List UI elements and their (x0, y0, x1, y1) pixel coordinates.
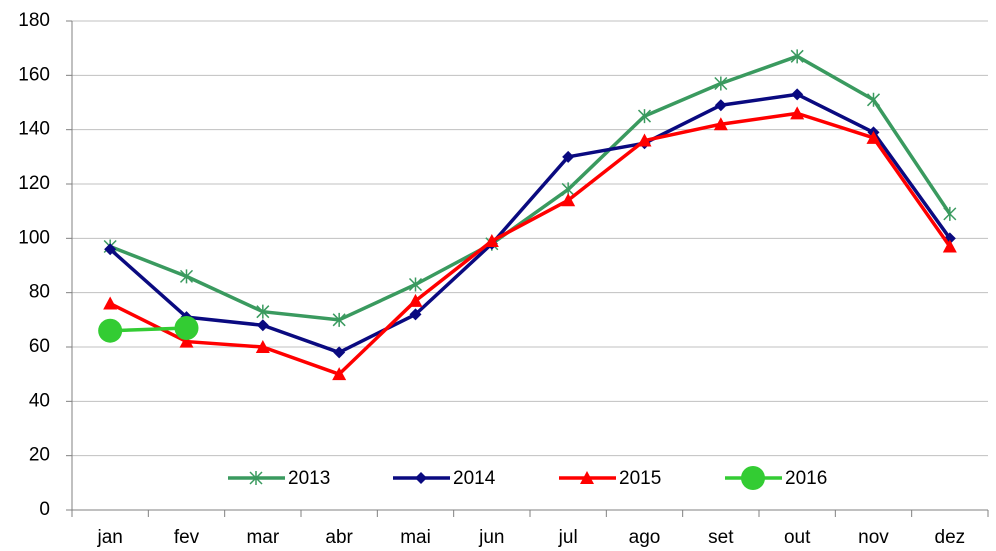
marker-star (866, 92, 881, 107)
marker-triangle (713, 117, 728, 131)
y-tick-label: 160 (18, 64, 50, 85)
marker-star (637, 109, 652, 124)
marker-diamond (415, 472, 427, 484)
x-tick-label: nov (858, 527, 889, 548)
marker-triangle (408, 293, 423, 307)
marker-diamond (409, 308, 422, 321)
y-tick-label: 180 (18, 10, 50, 31)
y-tick-label: 40 (29, 390, 50, 411)
marker-diamond (104, 243, 117, 256)
marker-star (249, 471, 263, 485)
x-tick-label: fev (174, 527, 200, 548)
marker-circle (741, 466, 765, 490)
series-line (109, 54, 952, 322)
marker-star (943, 206, 957, 221)
marker-triangle (942, 239, 957, 253)
x-tick-label: jul (558, 527, 578, 548)
marker-triangle (866, 130, 881, 144)
marker-diamond (791, 88, 804, 101)
y-tick-label: 100 (18, 227, 50, 248)
x-tick-label: out (784, 527, 811, 548)
legend-label: 2014 (453, 468, 496, 489)
legend-label: 2013 (288, 468, 330, 489)
marker-triangle (255, 340, 270, 353)
x-tick-label: jun (478, 527, 504, 548)
x-tick-label: ago (629, 527, 661, 548)
marker-diamond (256, 319, 269, 332)
y-tick-label: 0 (39, 499, 50, 520)
marker-star (790, 49, 804, 64)
x-tick-label: mai (400, 527, 431, 548)
y-tick-label: 120 (18, 173, 50, 194)
marker-triangle (580, 471, 594, 484)
marker-star (332, 312, 346, 327)
y-tick-label: 20 (29, 445, 50, 466)
marker-diamond (333, 346, 346, 359)
marker-star (179, 269, 194, 284)
marker-triangle (179, 334, 194, 348)
marker-circle (98, 318, 123, 343)
y-tick-label: 60 (29, 336, 50, 357)
series-line (109, 111, 952, 376)
marker-triangle (484, 234, 499, 248)
marker-triangle (332, 367, 347, 381)
marker-diamond (714, 99, 727, 112)
marker-star (714, 76, 728, 91)
x-tick-label: mar (246, 527, 279, 548)
x-tick-label: abr (325, 527, 353, 548)
marker-triangle (103, 296, 118, 310)
x-tick-label: jan (96, 527, 122, 548)
marker-star (408, 277, 423, 292)
x-tick-label: dez (935, 527, 966, 548)
x-tick-label: set (708, 527, 734, 548)
marker-triangle (790, 106, 805, 120)
series-line (110, 326, 187, 333)
legend-label: 2016 (785, 468, 827, 489)
series-line (109, 92, 952, 355)
marker-diamond (562, 150, 575, 163)
y-tick-label: 140 (18, 119, 50, 140)
legend-label: 2015 (619, 468, 661, 489)
marker-triangle (561, 193, 576, 207)
marker-circle (174, 315, 199, 340)
marker-star (256, 304, 270, 319)
marker-triangle (637, 133, 652, 147)
y-tick-label: 80 (29, 282, 50, 303)
